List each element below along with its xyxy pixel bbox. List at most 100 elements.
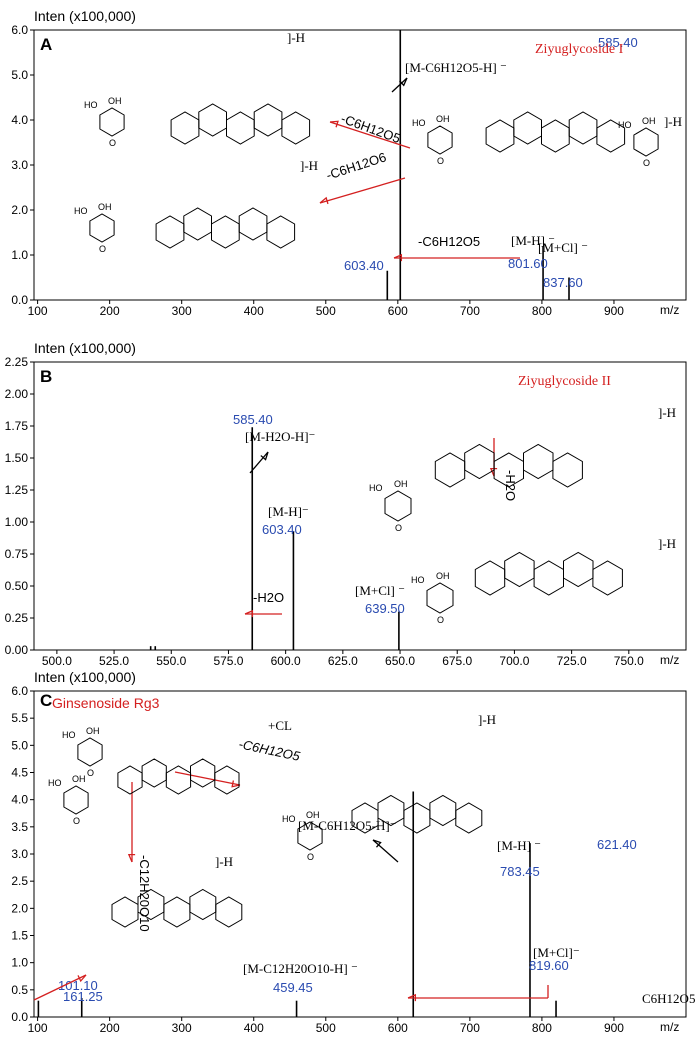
x-tick-label: 700 [460, 304, 480, 318]
x-tick-label: 500 [316, 304, 336, 318]
loss-arrow [33, 974, 87, 1001]
peak-annotation: [M-C6H12O5-H] ⁻ [405, 60, 507, 75]
x-tick-label: 725.0 [557, 654, 587, 668]
structure-sugar: HO OH O [62, 726, 103, 778]
peak-annotation: [M-H] ⁻ [497, 838, 541, 853]
x-tick-label: 600 [388, 1021, 408, 1035]
peak-label: 585.40 [598, 35, 638, 50]
panel-letter: A [40, 35, 52, 54]
y-tick-label: 5.0 [11, 68, 28, 82]
x-axis-label: m/z [660, 303, 679, 317]
x-tick-label: 300 [172, 1021, 192, 1035]
y-tick-label: 0.5 [11, 983, 28, 997]
svg-text:O: O [73, 816, 80, 826]
peak-label: 585.40 [233, 412, 273, 427]
y-tick-label: 5.0 [11, 738, 28, 752]
structure-sugar: HO OH O [84, 96, 125, 148]
y-tick-label: 0.0 [11, 293, 28, 307]
peak-annotation: [M-C12H20O10-H] ⁻ [243, 961, 358, 976]
pointer-arrow [372, 839, 399, 863]
x-tick-label: 575.0 [213, 654, 243, 668]
pointer-arrow [391, 77, 408, 93]
panel-c-ginsenoside-rg3: Inten (x100,000) Cm/z 100 200 300 400 500 600 70… [11, 669, 687, 1035]
peak-annotation: [M-H]⁻ [268, 504, 309, 519]
peak-annotation: [M-H] ⁻ [511, 233, 555, 248]
y-tick-label: 2.25 [5, 355, 29, 369]
peak-annotation: -H2O [253, 590, 284, 605]
svg-text:HO: HO [412, 118, 426, 128]
y-tick-label: 3.0 [11, 847, 28, 861]
svg-text:O: O [87, 768, 94, 778]
plot-frame [33, 361, 687, 651]
compound-name: Ziyuglycoside I [535, 42, 624, 57]
loss-arrow [329, 120, 411, 149]
structure-triterpene [434, 443, 583, 488]
compound-name: Ginsenoside Rg3 [52, 695, 160, 711]
peak-label: 603.40 [262, 522, 302, 537]
structure-sugar: HO OH O [74, 202, 115, 254]
loss-arrow [174, 771, 241, 788]
y-tick-label: 4.0 [11, 113, 28, 127]
svg-text:O: O [643, 158, 650, 168]
x-tick-label: 100 [28, 304, 48, 318]
peak-annotation: [M-H2O-H]⁻ [245, 429, 315, 444]
y-tick-label: 2.0 [11, 901, 28, 915]
svg-text:HO: HO [411, 575, 425, 585]
structure-triterpene [474, 551, 623, 596]
peak-annotation: C6H12O5Cl [642, 991, 696, 1006]
svg-text:O: O [109, 138, 116, 148]
y-tick-label: 1.00 [5, 515, 29, 529]
svg-text:OH: OH [436, 114, 450, 124]
svg-text:HO: HO [74, 206, 88, 216]
y-tick-label: 4.5 [11, 766, 28, 780]
x-tick-label: 600 [388, 304, 408, 318]
y-tick-label: 2.0 [11, 203, 28, 217]
structure-sugar: HO OH O [618, 116, 659, 168]
loss-arrow [244, 609, 282, 618]
peak-label: 783.45 [500, 864, 540, 879]
peak-label: 837.60 [543, 275, 583, 290]
x-tick-label: 675.0 [442, 654, 472, 668]
svg-text:OH: OH [98, 202, 112, 212]
y-tick-label: 0.25 [5, 611, 29, 625]
y-tick-label: 1.25 [5, 483, 29, 497]
y-tick-label: 0.50 [5, 579, 29, 593]
y-tick-label: 2.00 [5, 387, 29, 401]
peak-annotation: [M+Cl]⁻ [533, 945, 580, 960]
peak-annotation: ]-H [215, 854, 233, 869]
y-axis-label: Inten (x100,000) [34, 8, 136, 24]
y-tick-label: 0.75 [5, 547, 29, 561]
y-tick-label: 1.75 [5, 419, 29, 433]
x-axis-label: m/z [660, 1020, 679, 1034]
peak-annotation: [M+Cl] ⁻ [538, 240, 588, 255]
peak-annotation: ]-H [478, 712, 496, 727]
y-tick-label: 6.0 [11, 684, 28, 698]
x-tick-label: 500.0 [42, 654, 72, 668]
y-tick-label: 3.5 [11, 820, 28, 834]
x-tick-label: 400 [244, 304, 264, 318]
loss-arrow [393, 253, 520, 262]
peak-annotation: -C6H12O6 [324, 149, 388, 182]
x-tick-label: 750.0 [614, 654, 644, 668]
loss-arrow [127, 782, 136, 863]
x-tick-label: 300 [172, 304, 192, 318]
svg-text:O: O [307, 852, 314, 862]
x-tick-label: 500 [316, 1021, 336, 1035]
svg-text:OH: OH [642, 116, 656, 126]
y-tick-label: 6.0 [11, 23, 28, 37]
y-tick-label: 1.50 [5, 451, 29, 465]
peak-annotation: [M+Cl] ⁻ [355, 583, 405, 598]
x-tick-label: 550.0 [156, 654, 186, 668]
svg-text:O: O [99, 244, 106, 254]
chemical-structures: [M-C6H12O5-H] ⁻[M-H] ⁻[M+Cl] ⁻-C6H12O5-C… [33, 30, 696, 1006]
svg-text:OH: OH [86, 726, 100, 736]
svg-text:OH: OH [72, 774, 86, 784]
loss-arrow [407, 993, 548, 1002]
peak-annotation: ]-H [300, 158, 318, 173]
x-tick-label: 800 [532, 304, 552, 318]
x-tick-label: 625.0 [328, 654, 358, 668]
svg-text:O: O [437, 615, 444, 625]
y-axis-label: Inten (x100,000) [34, 669, 136, 685]
y-tick-label: 1.5 [11, 929, 28, 943]
svg-text:OH: OH [394, 479, 408, 489]
